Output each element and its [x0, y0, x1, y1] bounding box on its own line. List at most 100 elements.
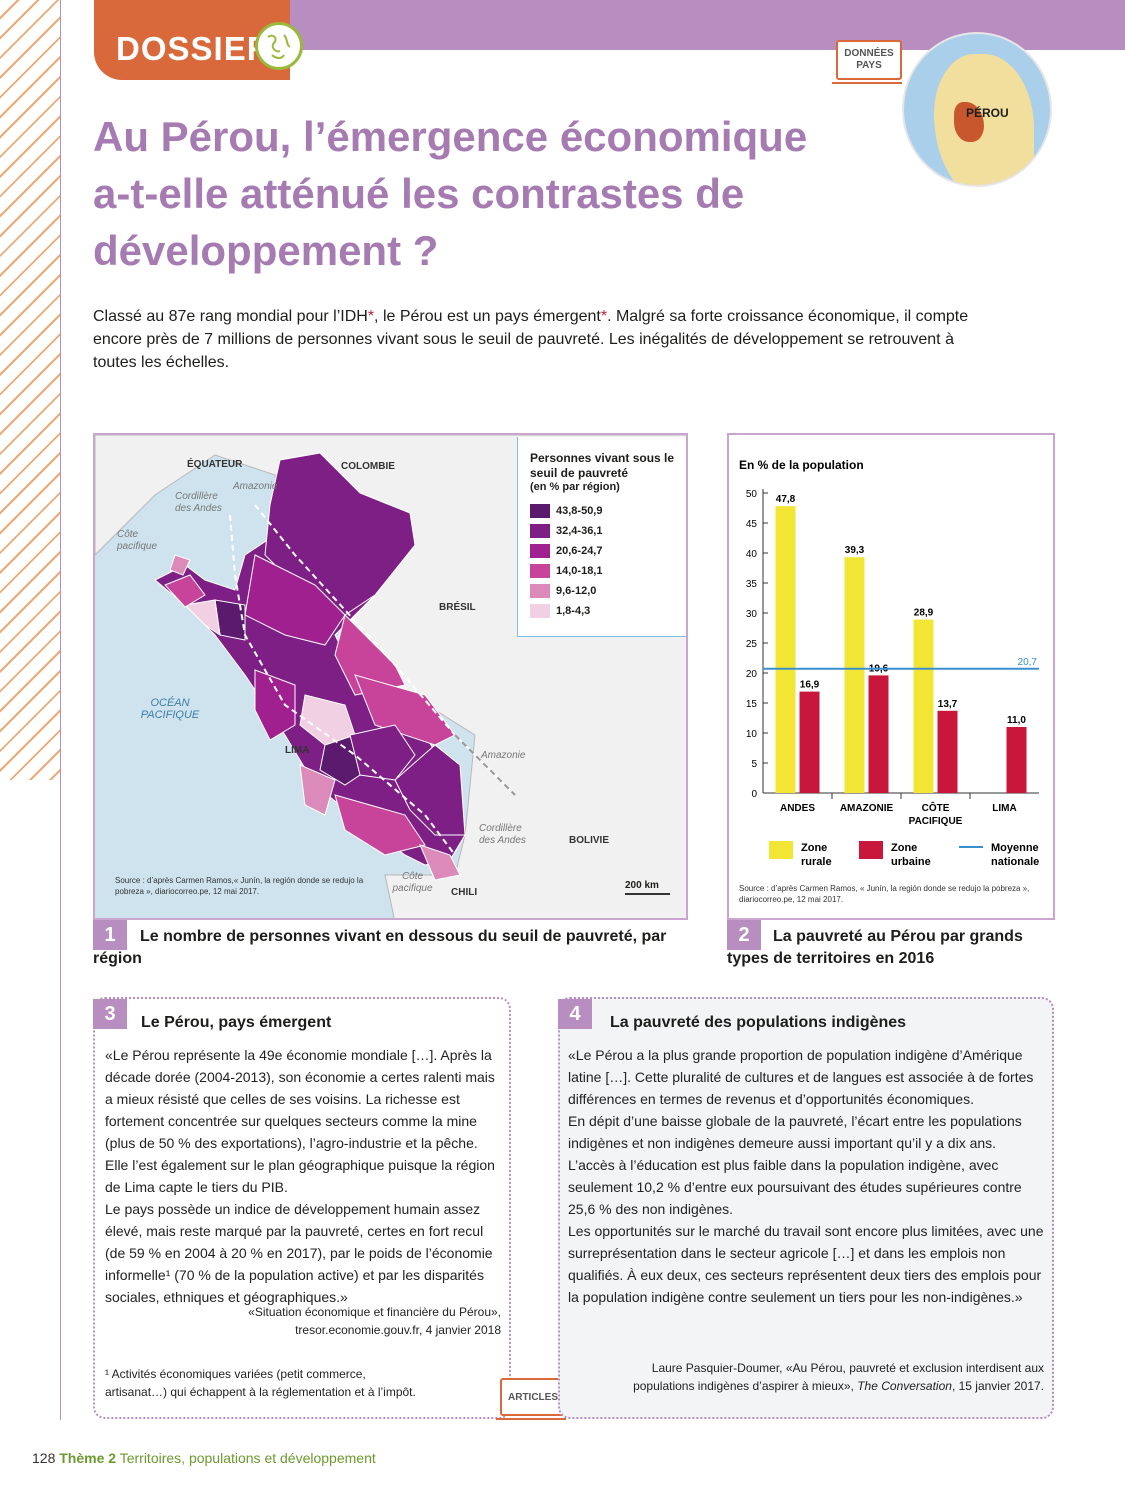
y-tick-label: 50 [746, 489, 758, 500]
page-title: Au Pérou, l’émergence économique a-t-ell… [93, 113, 808, 274]
poverty-map: Personnes vivant sous le seuil de pauvre… [93, 433, 688, 920]
peru-highlight [954, 102, 984, 142]
label-bolivie: BOLIVIE [569, 835, 610, 846]
label-chili: CHILI [451, 887, 478, 898]
hatched-margin [0, 0, 60, 780]
legend-label: nationale [991, 856, 1039, 868]
chart-source: Source : d’après Carmen Ramos, « Junín, … [739, 884, 1030, 904]
label-equateur: ÉQUATEUR [187, 459, 243, 470]
tag-underline [496, 1418, 566, 1420]
y-tick-label: 20 [746, 669, 758, 680]
label-cordillere-north: Cordillère des Andes [175, 491, 222, 514]
x-tick-label: AMAZONIE [840, 803, 894, 814]
globe-icon [255, 22, 303, 70]
doc-3-body: «Le Pérou représente la 49e économie mon… [105, 1047, 495, 1305]
caption-2-text: La pauvreté au Pérou par grands types de… [727, 928, 1023, 967]
locator-globe: PÉROU [902, 32, 1052, 187]
label-colombie: COLOMBIE [341, 461, 395, 472]
bar-urban [1006, 727, 1027, 793]
caption-2-number: 2 [727, 920, 761, 950]
articles-tag[interactable]: ARTICLES [496, 1378, 566, 1420]
bar-chart-svg: En % de la population 0 5 10 15 20 25 30 35 40 45 5… [739, 458, 1039, 868]
y-tick-label: 35 [746, 579, 758, 590]
label-cote-north: Côte pacifique [117, 529, 158, 552]
scale-bar [625, 893, 670, 895]
legend-swatch [530, 604, 550, 618]
y-tick-label: 10 [746, 729, 758, 740]
legend-swatch [530, 524, 550, 538]
doc-4-title: La pauvreté des populations indigènes [610, 1014, 907, 1031]
legend-item: 20,6-24,7 [530, 541, 677, 561]
doc-4-citation: Laure Pasquier-Doumer, «Au Pérou, pauvre… [633, 1361, 1044, 1393]
poverty-chart: En % de la population 0 5 10 15 20 25 30 35 40 45 5… [727, 433, 1055, 920]
legend-swatch [530, 504, 550, 518]
label-lima: LIMA [285, 745, 310, 756]
caption-1-text: Le nombre de personnes vivant en dessous… [93, 928, 667, 967]
document-4-box: 4 La pauvreté des populations indigènes … [558, 997, 1054, 1419]
doc-3-footnote: ¹ Activités économiques variées (petit c… [105, 1367, 416, 1399]
x-tick-label: LIMA [992, 803, 1016, 814]
data-label: 47,8 [776, 494, 796, 505]
doc-4-number: 4 [558, 999, 592, 1029]
bar-urban [868, 675, 889, 793]
legend-label: Zone [891, 842, 917, 854]
legend-item: 32,4-36,1 [530, 521, 677, 541]
legend-swatch [530, 564, 550, 578]
legend-label: Zone [801, 842, 827, 854]
y-tick-label: 5 [751, 759, 757, 770]
legend-item: 14,0-18,1 [530, 561, 677, 581]
doc-3-number: 3 [93, 999, 127, 1029]
legend-label: urbaine [891, 856, 931, 868]
y-tick-label: 45 [746, 519, 758, 530]
locator-label: PÉROU [966, 106, 1009, 120]
document-3-box: 3 Le Pérou, pays émergent «Le Pérou repr… [93, 997, 511, 1419]
label-cordillere-south: Cordillère des Andes [479, 823, 526, 846]
legend-swatch [530, 584, 550, 598]
y-tick-label: 25 [746, 639, 758, 650]
legend-item: 43,8-50,9 [530, 501, 677, 521]
page-footer: 128 Thème 2 Territoires, populations et … [32, 1450, 376, 1466]
y-tick-label: 40 [746, 549, 758, 560]
label-amazonie-north: Amazonie [233, 481, 278, 492]
page-number: 128 [32, 1450, 56, 1466]
map-legend: Personnes vivant sous le seuil de pauvre… [517, 437, 686, 637]
data-label: 39,3 [845, 545, 865, 556]
legend-swatch [859, 841, 883, 859]
doc-4-body: «Le Pérou a la plus grande proportion de… [568, 1047, 1044, 1305]
map-scale: 200 km [625, 880, 670, 895]
doc-3-citation: «Situation économique et financière du P… [248, 1305, 501, 1337]
label-amazonie-east: Amazonie [481, 750, 526, 761]
y-tick-label: 30 [746, 609, 758, 620]
legend-item: 1,8-4,3 [530, 601, 677, 621]
tag-underline [832, 82, 902, 84]
bar-rural [844, 557, 865, 793]
intro-text: Classé au 87e rang mondial pour l’IDH*, … [93, 308, 969, 371]
margin-line [60, 0, 61, 1420]
footer-theme-title: Territoires, populations et développemen… [119, 1450, 376, 1466]
x-tick-label: PACIFIQUE [909, 816, 963, 827]
label-bresil: BRÉSIL [439, 602, 476, 613]
bar-rural [913, 619, 934, 793]
x-tick-label: CÔTE [922, 801, 950, 814]
x-tick-label: ANDES [780, 803, 815, 814]
y-tick-label: 0 [751, 789, 757, 800]
label-ocean: OCÉAN PACIFIQUE [140, 697, 200, 721]
data-label: 13,7 [938, 699, 958, 710]
label-cote-south: Côte pacifique [392, 871, 433, 894]
data-label: 28,9 [914, 608, 934, 619]
data-label: 16,9 [800, 680, 820, 691]
reference-label: 20,7 [1018, 657, 1038, 668]
legend-item: 9,6-12,0 [530, 581, 677, 601]
legend-label: Moyenne [991, 842, 1039, 854]
bar-urban [937, 710, 958, 793]
legend-label: rurale [801, 856, 832, 868]
doc-3-title: Le Pérou, pays émergent [141, 1014, 332, 1031]
y-tick-label: 15 [746, 699, 758, 710]
footer-theme: Thème 2 [59, 1450, 117, 1466]
donnees-pays-tag[interactable]: DONNÉES PAYS [832, 40, 902, 84]
caption-1-number: 1 [93, 920, 127, 950]
data-label: 11,0 [1007, 715, 1026, 726]
y-axis-title: En % de la population [739, 458, 864, 472]
legend-swatch [769, 841, 793, 859]
bar-rural [775, 506, 796, 793]
